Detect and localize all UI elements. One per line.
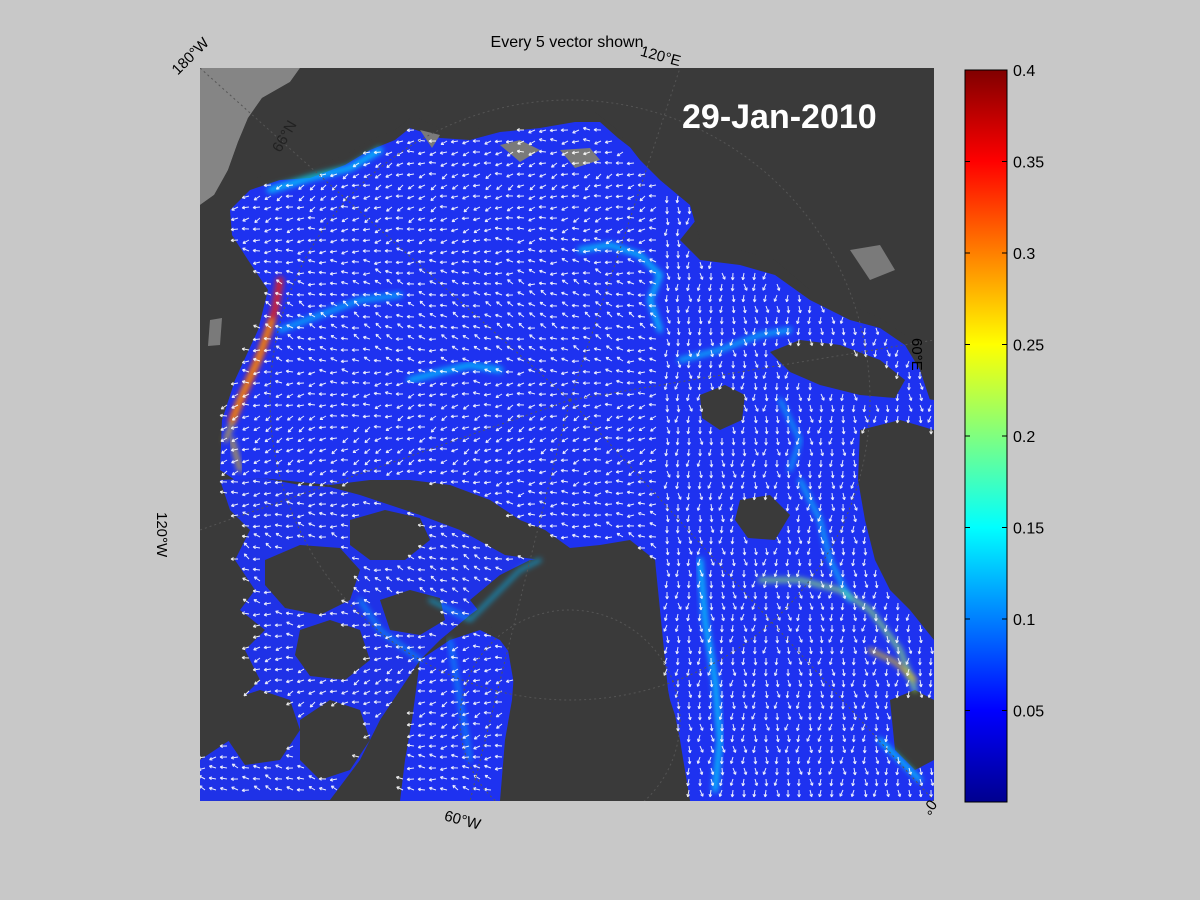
colorbar — [964, 69, 1008, 803]
land-scandinavia — [858, 420, 934, 640]
graticule — [200, 68, 934, 801]
colorbar-tick-label: 0.05 — [1013, 704, 1044, 721]
ocean-nordic-seas — [660, 540, 934, 801]
velocity-streak — [678, 328, 792, 362]
lon-label-120w: 120°W — [153, 512, 170, 558]
land-canada-north — [200, 195, 255, 480]
colorbar-tick-label: 0.3 — [1013, 246, 1035, 263]
plot-title: Every 5 vector shown — [490, 34, 644, 51]
land-novaya-zemlya — [770, 340, 905, 398]
colorbar-tick-label: 0.2 — [1013, 429, 1035, 446]
velocity-streak — [697, 557, 723, 793]
vector-arrows — [200, 126, 934, 798]
colorbar-tick-label: 0.4 — [1013, 63, 1035, 80]
colorbar-tick-label: 0.15 — [1013, 521, 1044, 538]
vector-field — [200, 126, 934, 798]
colorbar-tick-label: 0.25 — [1013, 338, 1044, 355]
velocity-streak — [267, 147, 383, 193]
land-svalbard — [700, 385, 745, 430]
velocity-streak — [778, 398, 802, 472]
land-franz-josef — [735, 495, 790, 540]
land-siberia-coast — [410, 68, 934, 335]
land-arch-islands — [228, 510, 445, 780]
colorbar-ticks: 0.4 0.35 0.3 0.25 0.2 0.15 0.1 0.05 — [965, 63, 1044, 721]
outside-grid-area — [200, 68, 300, 205]
land-alaska — [212, 68, 410, 215]
velocity-streak — [358, 598, 422, 662]
velocity-streak — [428, 558, 542, 622]
velocity-streak — [277, 292, 403, 333]
velocity-streak — [758, 578, 917, 692]
lon-label-60e: 60°E — [908, 338, 925, 371]
velocity-streak — [448, 638, 472, 762]
colorbar-tick-label: 0.1 — [1013, 612, 1035, 629]
velocity-streak — [798, 478, 852, 602]
land-iceland — [890, 690, 934, 770]
date-label: 29-Jan-2010 — [682, 98, 877, 136]
velocity-streak — [407, 361, 503, 383]
colorbar-tick-label: 0.35 — [1013, 155, 1044, 172]
velocity-streak — [230, 438, 242, 472]
velocity-streak — [577, 242, 663, 333]
land-greenland — [470, 548, 690, 801]
